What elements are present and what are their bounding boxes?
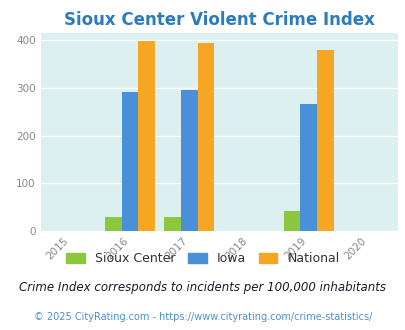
Bar bbox=[121, 92, 138, 231]
Bar bbox=[164, 217, 181, 231]
Legend: Sioux Center, Iowa, National: Sioux Center, Iowa, National bbox=[61, 247, 344, 270]
Bar bbox=[181, 90, 197, 231]
Bar bbox=[316, 50, 333, 231]
Bar bbox=[197, 43, 214, 231]
Bar bbox=[299, 104, 316, 231]
Bar bbox=[104, 217, 121, 231]
Bar bbox=[138, 41, 155, 231]
Text: Crime Index corresponds to incidents per 100,000 inhabitants: Crime Index corresponds to incidents per… bbox=[19, 280, 386, 294]
Title: Sioux Center Violent Crime Index: Sioux Center Violent Crime Index bbox=[64, 11, 374, 29]
Bar bbox=[283, 211, 299, 231]
Text: © 2025 CityRating.com - https://www.cityrating.com/crime-statistics/: © 2025 CityRating.com - https://www.city… bbox=[34, 312, 371, 322]
